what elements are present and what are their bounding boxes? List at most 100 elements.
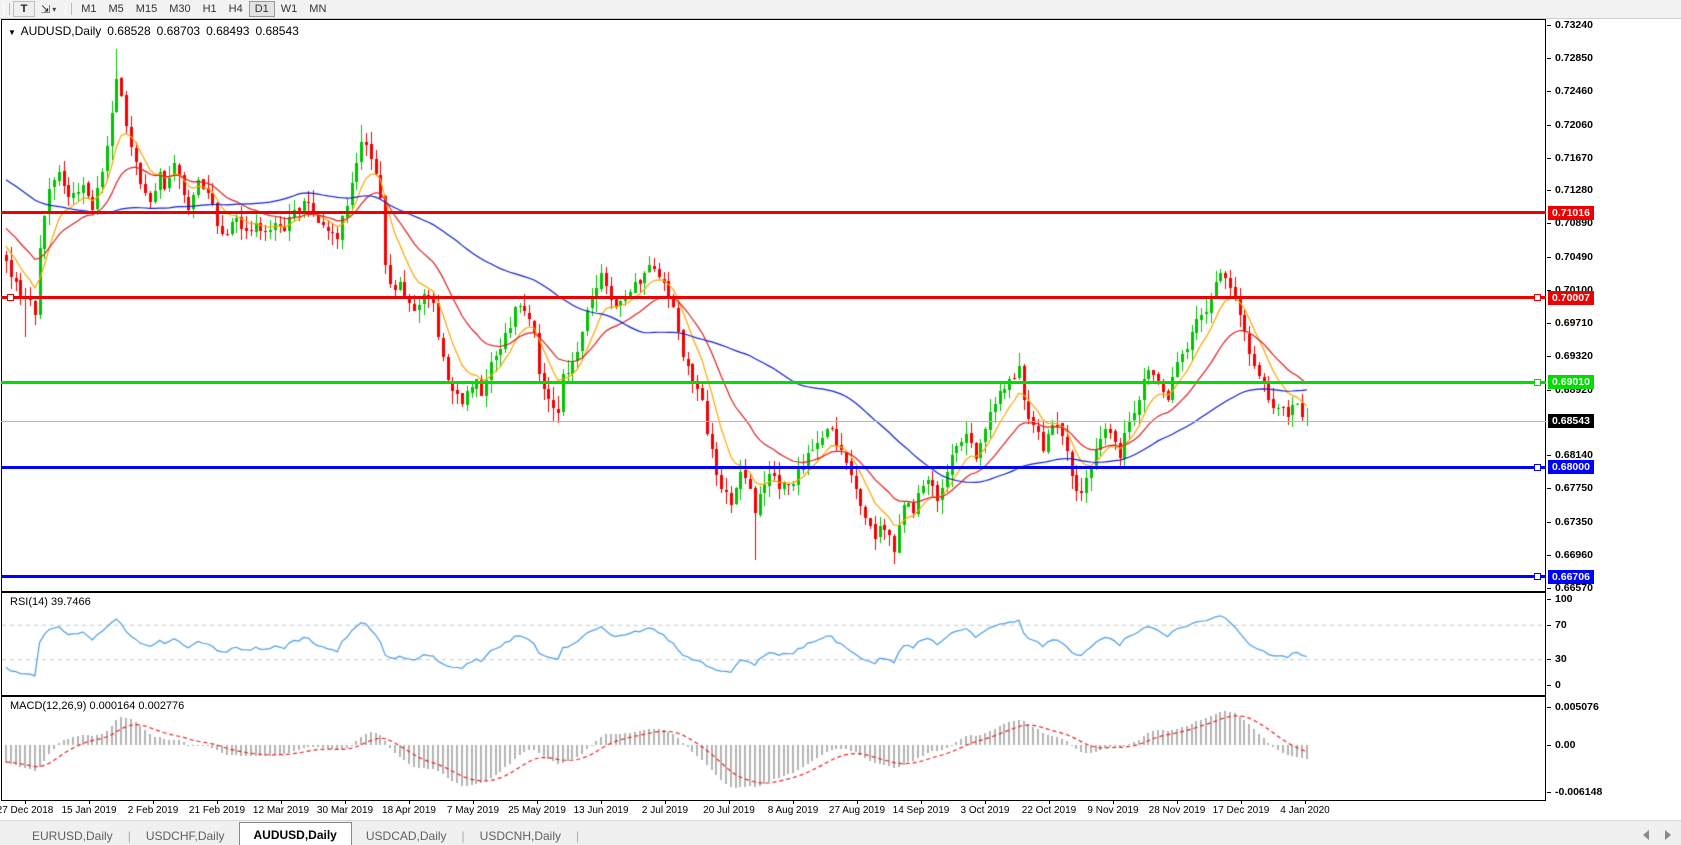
horizontal-level-line-0.69010[interactable] (1, 381, 1546, 384)
price-tick: 0.71670 (1555, 152, 1593, 164)
tab-divider: | (576, 829, 580, 843)
level-price-label-0.70007: 0.70007 (1548, 291, 1594, 305)
price-tickmark (1547, 555, 1551, 556)
ohlc-open: 0.68528 (107, 24, 151, 38)
price-tick: 0.69320 (1555, 350, 1593, 362)
line-handle-right[interactable] (1534, 294, 1541, 301)
date-tickmark (217, 801, 218, 804)
rsi-tickmark (1547, 659, 1551, 660)
toolbar-grip (3, 3, 10, 15)
chart-tab-usdcad[interactable]: USDCAD,Daily (365, 829, 447, 843)
date-tick: 8 Aug 2019 (767, 805, 819, 816)
tab-scroll-left-icon[interactable] (1643, 830, 1649, 840)
price-tick: 0.69710 (1555, 317, 1593, 329)
toolbar-grip (65, 3, 73, 15)
rsi-tickmark (1547, 685, 1551, 686)
timeframe-button-w1[interactable]: W1 (280, 3, 298, 15)
price-tick: 0.73240 (1555, 19, 1593, 31)
chart-dropdown-icon[interactable]: ▼ (8, 28, 16, 37)
date-tick: 14 Sep 2019 (892, 805, 950, 816)
price-tick: 0.67350 (1555, 516, 1593, 528)
rsi-chart[interactable] (2, 593, 1545, 695)
line-handle-right[interactable] (1534, 379, 1541, 386)
ohlc-close: 0.68543 (255, 24, 299, 38)
price-tick: 0.66570 (1555, 582, 1593, 594)
date-tick: 2 Feb 2019 (127, 805, 179, 816)
chart-tabbar: EURUSD,Daily | USDCHF,Daily AUDUSD,Daily USD… (0, 820, 1681, 845)
date-tick: 2 Jul 2019 (641, 805, 689, 816)
line-handle-right[interactable] (1534, 573, 1541, 580)
current-price-line (1, 421, 1546, 422)
date-tick: 4 Jan 2020 (1280, 805, 1330, 816)
chart-tab-usdchf[interactable]: USDCHF,Daily (145, 829, 225, 843)
date-tickmark (1241, 801, 1242, 804)
date-tick: 17 Dec 2019 (1212, 805, 1270, 816)
horizontal-level-line-0.70007[interactable] (1, 296, 1546, 299)
horizontal-level-line-0.66706[interactable] (1, 575, 1546, 578)
time-axis[interactable]: 27 Dec 2018 15 Jan 2019 2 Feb 2019 21 Feb 2… (0, 801, 1546, 820)
date-tick: 3 Oct 2019 (960, 805, 1010, 816)
price-tickmark (1547, 125, 1551, 126)
date-tickmark (89, 801, 90, 804)
price-tickmark (1547, 91, 1551, 92)
rsi-tick: 70 (1555, 619, 1567, 631)
price-tick: 0.70490 (1555, 251, 1593, 263)
level-price-label-0.69010: 0.69010 (1548, 375, 1594, 389)
chevron-down-icon: ▾ (52, 4, 57, 14)
date-tick: 12 Mar 2019 (252, 805, 310, 816)
date-tickmark (345, 801, 346, 804)
timeframe-button-m30[interactable]: M30 (169, 3, 191, 15)
line-handle-left[interactable] (7, 294, 14, 301)
chart-tab-usdcnh[interactable]: USDCNH,Daily (479, 829, 562, 843)
price-tickmark (1547, 223, 1551, 224)
horizontal-level-line-0.68000[interactable] (1, 466, 1546, 469)
price-tickmark (1547, 257, 1551, 258)
macd-panel[interactable]: MACD(12,26,9) 0.000164 0.002776 (1, 696, 1546, 801)
price-tickmark (1547, 25, 1551, 26)
price-tickmark (1547, 522, 1551, 523)
price-tick: 0.68140 (1555, 449, 1593, 461)
chart-tab-eurusd[interactable]: EURUSD,Daily (32, 829, 113, 843)
timeframe-button-m15[interactable]: M15 (135, 3, 158, 15)
arrows-icon: ⇲ (41, 3, 51, 16)
ohlc-high: 0.68703 (156, 24, 201, 38)
price-chart-panel[interactable] (1, 19, 1546, 592)
date-tick: 7 May 2019 (446, 805, 500, 816)
arrows-tool-button[interactable]: ⇲ ▾ (35, 1, 62, 17)
date-tickmark (985, 801, 986, 804)
macd-tickmark (1547, 707, 1551, 708)
date-tickmark (665, 801, 666, 804)
horizontal-level-line-0.71016[interactable] (1, 211, 1546, 214)
rsi-tick: 100 (1555, 593, 1573, 605)
candlestick-chart[interactable] (2, 20, 1545, 591)
price-tick: 0.71280 (1555, 184, 1593, 196)
text-tool-button[interactable]: T (13, 1, 35, 17)
rsi-label: RSI(14) 39.7466 (10, 596, 91, 608)
macd-chart[interactable] (2, 697, 1545, 800)
date-tickmark (921, 801, 922, 804)
date-tick: 15 Jan 2019 (61, 805, 117, 816)
price-tick: 0.66960 (1555, 549, 1593, 561)
level-price-label-0.66706: 0.66706 (1548, 570, 1594, 584)
timeframe-button-m1[interactable]: M1 (81, 3, 97, 15)
timeframe-button-mn[interactable]: MN (309, 3, 327, 15)
price-tickmark (1547, 323, 1551, 324)
timeframe-button-h1[interactable]: H1 (202, 3, 217, 15)
date-tick: 27 Aug 2019 (828, 805, 886, 816)
date-tickmark (409, 801, 410, 804)
line-handle-right[interactable] (1534, 464, 1541, 471)
price-tick: 0.70890 (1555, 217, 1593, 229)
timeframe-button-d1[interactable]: D1 (248, 1, 275, 17)
chart-tab-audusd[interactable]: AUDUSD,Daily (238, 822, 352, 845)
date-tickmark (857, 801, 858, 804)
date-tick: 21 Feb 2019 (188, 805, 246, 816)
timeframe-button-m5[interactable]: M5 (108, 3, 124, 15)
price-tick: 0.72460 (1555, 85, 1593, 97)
rsi-panel[interactable]: RSI(14) 39.7466 (1, 592, 1546, 696)
timeframe-button-h4[interactable]: H4 (228, 3, 243, 15)
price-tick: 0.67750 (1555, 482, 1593, 494)
current-price-label: 0.68543 (1548, 414, 1594, 428)
date-tickmark (537, 801, 538, 804)
tab-scroll-right-icon[interactable] (1665, 830, 1671, 840)
